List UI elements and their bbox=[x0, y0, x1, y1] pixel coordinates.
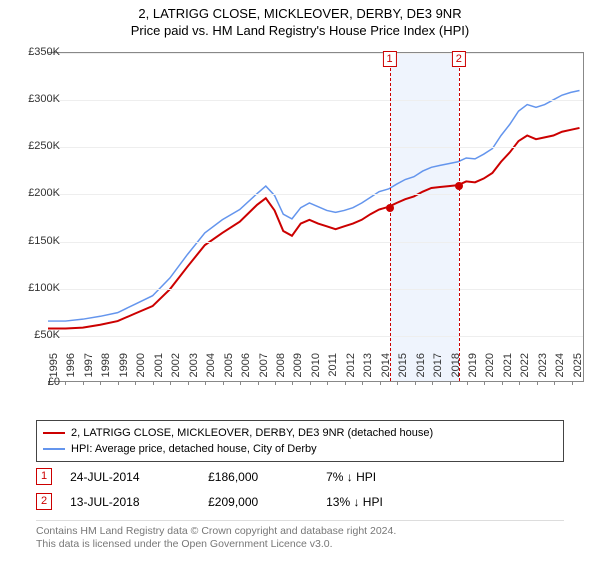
y-axis-label: £350K bbox=[14, 46, 60, 58]
x-axis-label: 2012 bbox=[345, 353, 357, 387]
footer-line: Contains HM Land Registry data © Crown c… bbox=[36, 525, 564, 538]
y-axis-label: £150K bbox=[14, 235, 60, 247]
y-axis-label: £250K bbox=[14, 140, 60, 152]
x-axis-label: 2021 bbox=[502, 353, 514, 387]
x-axis-label: 2024 bbox=[554, 353, 566, 387]
x-axis-label: 2020 bbox=[484, 353, 496, 387]
sale-price: £186,000 bbox=[208, 470, 308, 484]
x-axis-label: 2002 bbox=[170, 353, 182, 387]
legend-label: 2, LATRIGG CLOSE, MICKLEOVER, DERBY, DE3… bbox=[71, 425, 433, 441]
y-axis-label: £0 bbox=[14, 376, 60, 388]
x-axis-label: 1999 bbox=[118, 353, 130, 387]
event-guideline bbox=[390, 53, 391, 381]
x-axis-label: 2022 bbox=[519, 353, 531, 387]
legend-box: 2, LATRIGG CLOSE, MICKLEOVER, DERBY, DE3… bbox=[36, 420, 564, 462]
series-line-property bbox=[48, 128, 580, 329]
legend-label: HPI: Average price, detached house, City… bbox=[71, 441, 317, 457]
x-axis-label: 2004 bbox=[205, 353, 217, 387]
x-axis-label: 2015 bbox=[397, 353, 409, 387]
event-guideline bbox=[459, 53, 460, 381]
line-layer bbox=[48, 53, 583, 381]
legend-item: 2, LATRIGG CLOSE, MICKLEOVER, DERBY, DE3… bbox=[43, 425, 557, 441]
x-axis-label: 2008 bbox=[275, 353, 287, 387]
y-gridline bbox=[48, 147, 583, 148]
x-axis-label: 2003 bbox=[188, 353, 200, 387]
y-gridline bbox=[48, 336, 583, 337]
x-axis-label: 2000 bbox=[135, 353, 147, 387]
series-line-hpi bbox=[48, 90, 580, 321]
x-axis-label: 1997 bbox=[83, 353, 95, 387]
sale-delta: 7% ↓ HPI bbox=[326, 470, 446, 484]
sale-delta: 13% ↓ HPI bbox=[326, 495, 446, 509]
sale-row: 1 24-JUL-2014 £186,000 7% ↓ HPI bbox=[36, 468, 564, 485]
x-axis-label: 2016 bbox=[415, 353, 427, 387]
x-axis-label: 2011 bbox=[327, 353, 339, 387]
x-axis-label: 2006 bbox=[240, 353, 252, 387]
y-gridline bbox=[48, 100, 583, 101]
title-line-2: Price paid vs. HM Land Registry's House … bbox=[0, 23, 600, 38]
footer-attribution: Contains HM Land Registry data © Crown c… bbox=[36, 520, 564, 551]
y-gridline bbox=[48, 289, 583, 290]
y-axis-label: £300K bbox=[14, 93, 60, 105]
x-axis-label: 2025 bbox=[572, 353, 584, 387]
sale-badge: 2 bbox=[36, 493, 52, 510]
x-axis-label: 2007 bbox=[258, 353, 270, 387]
x-axis-label: 2005 bbox=[223, 353, 235, 387]
y-gridline bbox=[48, 242, 583, 243]
y-axis-label: £100K bbox=[14, 282, 60, 294]
event-badge: 2 bbox=[452, 51, 466, 67]
sale-row: 2 13-JUL-2018 £209,000 13% ↓ HPI bbox=[36, 493, 564, 510]
sale-date: 13-JUL-2018 bbox=[70, 495, 190, 509]
x-axis-label: 2009 bbox=[292, 353, 304, 387]
event-marker bbox=[455, 182, 463, 190]
sale-price: £209,000 bbox=[208, 495, 308, 509]
chart-container: 2, LATRIGG CLOSE, MICKLEOVER, DERBY, DE3… bbox=[0, 6, 600, 566]
x-axis-label: 2023 bbox=[537, 353, 549, 387]
footer-line: This data is licensed under the Open Gov… bbox=[36, 538, 564, 551]
x-axis-label: 2017 bbox=[432, 353, 444, 387]
y-axis-label: £200K bbox=[14, 187, 60, 199]
x-axis-label: 1998 bbox=[100, 353, 112, 387]
x-axis-label: 2019 bbox=[467, 353, 479, 387]
sales-table: 1 24-JUL-2014 £186,000 7% ↓ HPI 2 13-JUL… bbox=[36, 468, 564, 518]
x-axis-label: 1996 bbox=[65, 353, 77, 387]
x-axis-label: 2001 bbox=[153, 353, 165, 387]
plot-area: 1995199619971998199920002001200220032004… bbox=[48, 52, 584, 382]
event-badge: 1 bbox=[382, 51, 396, 67]
legend-swatch bbox=[43, 448, 65, 450]
legend-item: HPI: Average price, detached house, City… bbox=[43, 441, 557, 457]
title-line-1: 2, LATRIGG CLOSE, MICKLEOVER, DERBY, DE3… bbox=[0, 6, 600, 21]
sale-date: 24-JUL-2014 bbox=[70, 470, 190, 484]
sale-badge: 1 bbox=[36, 468, 52, 485]
event-marker bbox=[386, 204, 394, 212]
y-gridline bbox=[48, 194, 583, 195]
legend-swatch bbox=[43, 432, 65, 434]
x-axis-label: 2010 bbox=[310, 353, 322, 387]
y-axis-label: £50K bbox=[14, 329, 60, 341]
y-gridline bbox=[48, 53, 583, 54]
x-axis-label: 2013 bbox=[362, 353, 374, 387]
